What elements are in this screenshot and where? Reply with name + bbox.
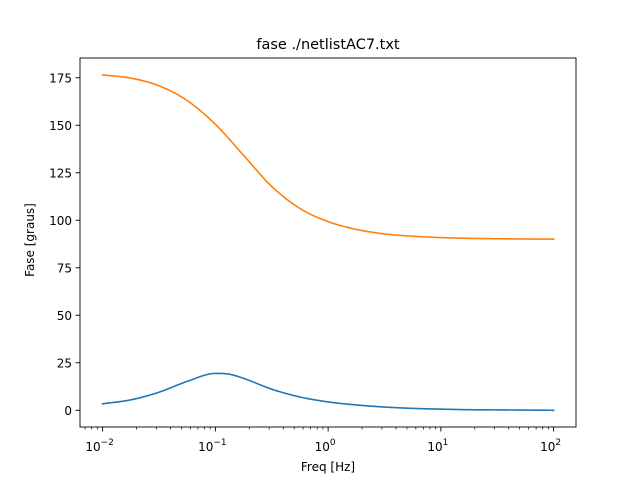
y-tick-label: 75 [57, 261, 72, 275]
y-axis-label: Fase [graus] [23, 203, 37, 277]
x-tick-label: 101 [427, 438, 448, 454]
plot-area [101, 74, 555, 412]
series-line-1 [101, 372, 555, 412]
chart-title: fase ./netlistAC7.txt [256, 37, 400, 53]
series-line-2 [101, 74, 555, 240]
x-tick-label: 10−1 [198, 438, 227, 454]
x-axis-label: Freq [Hz] [301, 460, 355, 474]
y-tick-label: 175 [49, 71, 72, 85]
x-tick-label: 100 [315, 438, 336, 454]
y-tick-label: 50 [57, 309, 72, 323]
y-tick-label: 100 [49, 214, 72, 228]
y-tick-label: 25 [57, 356, 72, 370]
axes: 10−2 10−1 100 101 102 0 25 50 75 100 125 150 175 [49, 57, 577, 454]
x-tick-label: 10−2 [85, 438, 114, 454]
y-tick-label: 150 [49, 119, 72, 133]
x-tick-label: 102 [540, 438, 561, 454]
y-tick-label: 125 [49, 166, 72, 180]
y-tick-label: 0 [64, 404, 72, 418]
